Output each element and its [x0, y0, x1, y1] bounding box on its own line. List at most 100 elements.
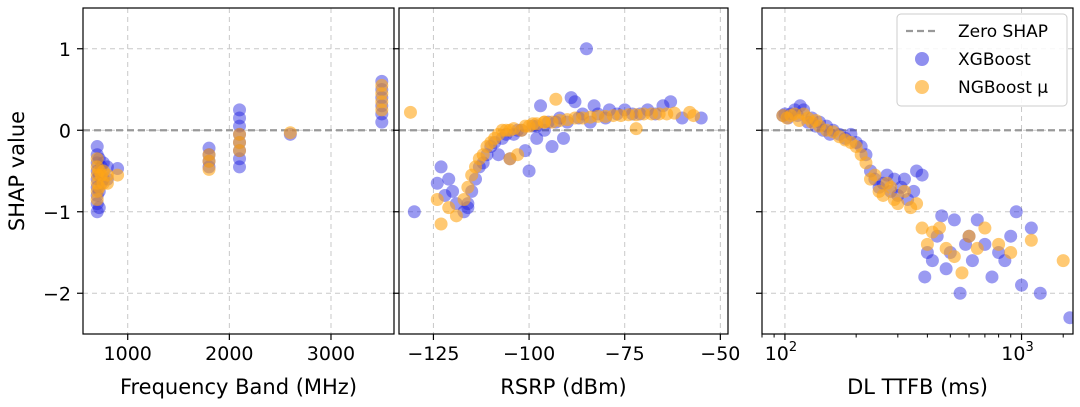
x-tick-exponent: 3 — [1025, 340, 1033, 355]
y-tick-label: 0 — [59, 120, 71, 142]
axes-frame-dl-ttfb — [761, 7, 1074, 335]
ngboost-point — [449, 209, 463, 223]
axes-frame-frequency-band — [82, 7, 395, 335]
ngboost-point — [868, 168, 882, 182]
ngboost-point — [687, 109, 701, 123]
ngboost-point — [90, 193, 104, 207]
ngboost-point — [978, 221, 992, 235]
panel-dl-ttfb: 102 103 DL TTFB (ms) Zero SHAP XGBoost NG… — [756, 7, 1074, 399]
xgboost-point — [442, 172, 456, 186]
x-ticks-dl-ttfb: 102 103 — [761, 334, 1064, 365]
xgboost-point — [407, 205, 421, 219]
x-tick-label: 3000 — [307, 343, 355, 365]
ngboost-point — [1024, 233, 1038, 247]
x-axis-label-frequency-band: Frequency Band (MHz) — [120, 375, 357, 399]
legend-ngboost-swatch — [915, 80, 929, 94]
xgboost-point — [935, 209, 949, 223]
xgboost-point — [568, 95, 582, 109]
xgboost-point — [985, 270, 999, 284]
xgboost-point — [918, 270, 932, 284]
legend-xgboost-label: XGBoost — [958, 50, 1031, 70]
xgboost-point — [965, 254, 979, 268]
legend-box — [896, 13, 1068, 107]
ngboost-point — [884, 180, 898, 194]
ngboost-point — [891, 197, 905, 211]
ngboost-point — [537, 115, 551, 129]
y-ticks-dl-ttfb — [756, 48, 762, 294]
ngboost-point — [283, 126, 297, 140]
xgboost-point — [925, 254, 939, 268]
xgboost-point — [375, 115, 389, 129]
xgboost-point — [939, 262, 953, 276]
y-tick-label: −1 — [43, 202, 71, 224]
xgboost-point — [947, 213, 961, 227]
y-ticks-frequency-band: −2 −1 0 1 — [43, 39, 83, 305]
ngboost-point — [859, 156, 873, 170]
xgboost-point — [1009, 205, 1023, 219]
xgboost-point — [1015, 278, 1029, 292]
y-tick-label: 1 — [59, 39, 71, 61]
ngboost-point — [629, 122, 643, 136]
ngboost-points-dl-ttfb — [776, 107, 1070, 280]
ngboost-point — [955, 266, 969, 280]
xgboost-point — [545, 140, 559, 154]
ngboost-point — [100, 176, 114, 190]
y-axis-label: SHAP value — [5, 111, 29, 231]
xgboost-point — [1063, 311, 1073, 325]
ngboost-point — [897, 184, 911, 198]
ngboost-point — [947, 250, 961, 264]
ngboost-point — [1056, 254, 1070, 268]
x-axis-label-dl-ttfb: DL TTFB (ms) — [847, 375, 988, 399]
xgboost-point — [233, 111, 247, 125]
x-ticks-rsrp: −125 −100 −75 −50 — [407, 334, 740, 365]
xgboost-point — [587, 99, 601, 113]
ngboost-point — [233, 144, 247, 158]
xgboost-point — [579, 42, 593, 56]
xgboost-point — [557, 131, 570, 145]
xgboost-point — [1024, 221, 1038, 235]
xgboost-point — [446, 184, 460, 198]
x-tick-label: −100 — [503, 343, 555, 365]
ngboost-point — [992, 237, 1006, 251]
xgboost-point — [90, 140, 104, 154]
x-tick-label: −75 — [605, 343, 645, 365]
xgboost-point — [915, 168, 929, 182]
x-ticks-frequency-band: 1000 2000 3000 — [104, 334, 355, 365]
xgboost-point — [907, 184, 921, 198]
y-ticks-rsrp — [393, 48, 399, 294]
ngboost-point — [667, 106, 681, 120]
legend: Zero SHAP XGBoost NGBoost μ — [896, 13, 1068, 107]
x-tick-exponent: 2 — [789, 340, 797, 355]
grid-rsrp — [399, 8, 728, 334]
ngboost-point — [962, 229, 976, 243]
xgboost-point — [233, 103, 247, 117]
axes-frame-rsrp — [398, 7, 729, 335]
legend-xgboost-swatch — [915, 52, 929, 66]
ngboost-point — [970, 241, 984, 255]
x-tick-label: −50 — [700, 343, 740, 365]
xgboost-point — [897, 172, 911, 186]
xgboost-point — [491, 148, 505, 162]
ngboost-point — [549, 92, 563, 106]
ngboost-point — [375, 103, 389, 117]
legend-zero-label: Zero SHAP — [958, 22, 1048, 42]
y-tick-label: −2 — [43, 283, 71, 305]
x-axis-label-rsrp: RSRP (dBm) — [500, 375, 626, 399]
ngboost-point — [442, 201, 456, 215]
xgboost-point — [233, 160, 247, 174]
ngboost-point — [939, 241, 953, 255]
ngboost-points-rsrp — [403, 92, 701, 231]
xgboost-point — [564, 91, 578, 105]
legend-ngboost-label: NGBoost μ — [958, 78, 1048, 98]
ngboost-point — [910, 197, 924, 211]
xgboost-point — [522, 164, 536, 178]
xgboost-point — [910, 164, 924, 178]
xgboost-point — [534, 99, 548, 113]
xgboost-point — [1004, 229, 1018, 243]
x-tick-label: 2000 — [205, 343, 253, 365]
ngboost-point — [403, 105, 417, 119]
ngboost-point — [932, 221, 946, 235]
xgboost-point — [953, 286, 967, 300]
panel-frequency-band: 1000 2000 3000 −2 −1 0 1 Frequency Band (MHz) — [43, 7, 395, 399]
